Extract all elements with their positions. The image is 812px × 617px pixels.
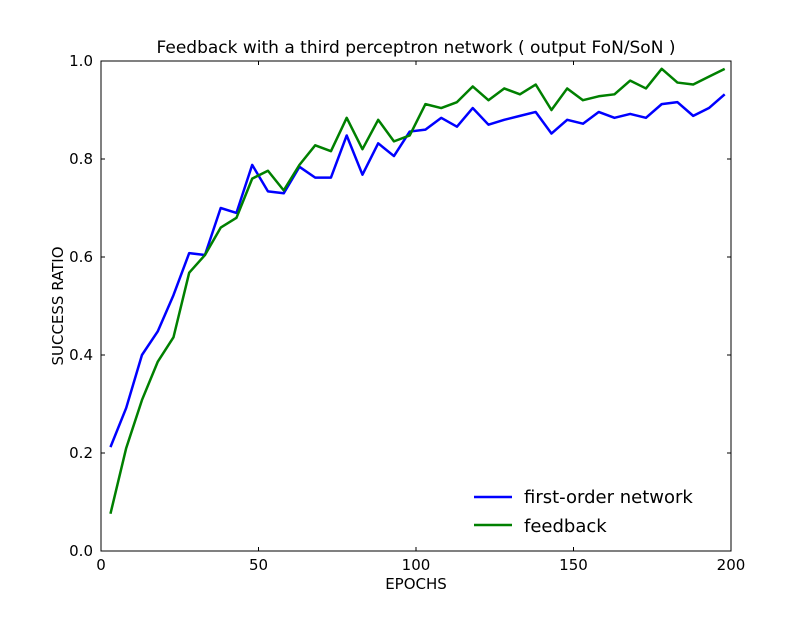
x-axis-label: EPOCHS [385,575,447,593]
x-tick-label: 100 [402,556,431,574]
y-tick-label: 0.0 [69,542,93,560]
series-line-first-order-network [109,93,726,448]
y-tick-label: 0.6 [69,248,93,266]
legend-label-first-order-network: first-order network [524,487,693,508]
x-tick-label: 150 [559,556,588,574]
x-tick-label: 50 [249,556,268,574]
y-tick-label: 0.2 [69,444,93,462]
legend: first-order network feedback [474,487,693,537]
series-line-feedback [109,67,726,515]
plot-area-frame [100,60,732,552]
y-tick-label: 0.4 [69,346,93,364]
series-lines [109,67,726,515]
y-tick-label: 0.8 [69,150,93,168]
x-tick-label: 200 [717,556,746,574]
legend-label-feedback: feedback [524,516,607,537]
axis-ticks: 0 50 100 150 200 0.0 0.2 0.4 0.6 0.8 1.0 [69,52,745,574]
y-axis-label: SUCCESS RATIO [49,246,67,365]
x-tick-label: 0 [96,556,106,574]
y-tick-label: 1.0 [69,52,93,70]
chart-title: Feedback with a third perceptron network… [157,38,676,58]
